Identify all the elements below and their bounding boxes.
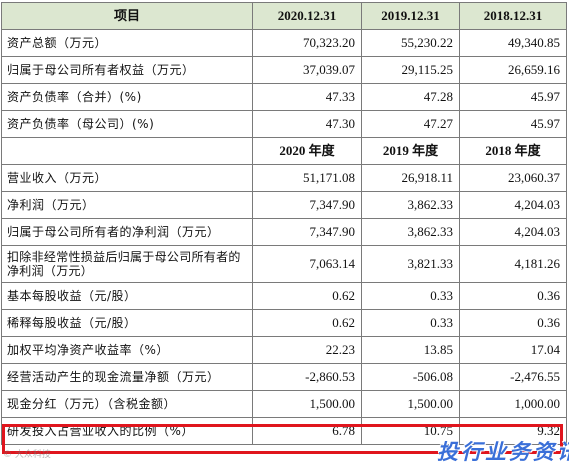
row-label: 经营活动产生的现金流量净额（万元）: [1, 363, 253, 391]
value-2019: 0.33: [361, 282, 460, 310]
value-2020: 7,347.90: [252, 191, 362, 219]
value-2020: 7,347.90: [252, 218, 362, 246]
value-2019: 26,918.11: [361, 164, 460, 192]
value-2018: 26,659.16: [459, 56, 567, 84]
value-2020: 47.30: [252, 110, 362, 138]
table-row: 加权平均净资产收益率（%） 22.23 13.85 17.04: [1, 336, 567, 364]
value-2018: 4,204.03: [459, 191, 567, 219]
table-row: 归属于母公司所有者的净利润（万元） 7,347.90 3,862.33 4,20…: [1, 218, 567, 246]
value-2020: -2,860.53: [252, 363, 362, 391]
value-2019: 47.28: [361, 83, 460, 111]
table-row: 现金分红（万元）（含税金额） 1,500.00 1,500.00 1,000.0…: [1, 390, 567, 418]
row-label: 营业收入（万元）: [1, 164, 253, 192]
header-2019: 2019.12.31: [361, 2, 460, 30]
row-label: 资产负债率（合并）(%): [1, 83, 253, 111]
value-2019: 0.33: [361, 309, 460, 337]
value-2019: 3,821.33: [361, 245, 460, 283]
row-label: 净利润（万元）: [1, 191, 253, 219]
row-label: 扣除非经常性损益后归属于母公司所有者的净利润（万元）: [1, 245, 253, 283]
value-2018: 17.04: [459, 336, 567, 364]
header-item: 项目: [1, 2, 253, 30]
row-label: 稀释每股收益（元/股）: [1, 309, 253, 337]
row-label: 归属于母公司所有者权益（万元）: [1, 56, 253, 84]
value-2018: 45.97: [459, 110, 567, 138]
subheader-2018: 2018 年度: [459, 137, 567, 165]
row-label: 归属于母公司所有者的净利润（万元）: [1, 218, 253, 246]
value-2020: 70,323.20: [252, 29, 362, 57]
table-subheader-row: 2020 年度 2019 年度 2018 年度: [1, 137, 567, 165]
subheader-2020: 2020 年度: [252, 137, 362, 165]
value-2018: 4,204.03: [459, 218, 567, 246]
value-2019: 3,862.33: [361, 218, 460, 246]
value-2020: 7,063.14: [252, 245, 362, 283]
subheader-2019: 2019 年度: [361, 137, 460, 165]
header-2018: 2018.12.31: [459, 2, 567, 30]
table-row: 资产负债率（母公司）(%) 47.30 47.27 45.97: [1, 110, 567, 138]
row-label: 现金分红（万元）（含税金额）: [1, 390, 253, 418]
table-row: 净利润（万元） 7,347.90 3,862.33 4,204.03: [1, 191, 567, 219]
value-2018: 9.32: [459, 417, 567, 445]
value-2020: 0.62: [252, 282, 362, 310]
value-2019: -506.08: [361, 363, 460, 391]
table-row: 基本每股收益（元/股） 0.62 0.33 0.36: [1, 282, 567, 310]
value-2020: 22.23: [252, 336, 362, 364]
table-row: 稀释每股收益（元/股） 0.62 0.33 0.36: [1, 309, 567, 337]
value-2018: 4,181.26: [459, 245, 567, 283]
table-row: 经营活动产生的现金流量净额（万元） -2,860.53 -506.08 -2,4…: [1, 363, 567, 391]
table-row: 归属于母公司所有者权益（万元） 37,039.07 29,115.25 26,6…: [1, 56, 567, 84]
row-label: 加权平均净资产收益率（%）: [1, 336, 253, 364]
row-label: 资产总额（万元）: [1, 29, 253, 57]
header-2020: 2020.12.31: [252, 2, 362, 30]
value-2020: 0.62: [252, 309, 362, 337]
value-2019: 47.27: [361, 110, 460, 138]
value-2020: 1,500.00: [252, 390, 362, 418]
value-2018: 49,340.85: [459, 29, 567, 57]
table-row: 资产总额（万元） 70,323.20 55,230.22 49,340.85: [1, 29, 567, 57]
value-2019: 13.85: [361, 336, 460, 364]
row-label: 基本每股收益（元/股）: [1, 282, 253, 310]
watermark-logo: © 大众科技: [3, 450, 51, 460]
row-label: 资产负债率（母公司）(%): [1, 110, 253, 138]
value-2020: 6.78: [252, 417, 362, 445]
value-2018: -2,476.55: [459, 363, 567, 391]
value-2018: 23,060.37: [459, 164, 567, 192]
value-2019: 1,500.00: [361, 390, 460, 418]
value-2020: 51,171.08: [252, 164, 362, 192]
value-2018: 1,000.00: [459, 390, 567, 418]
value-2020: 37,039.07: [252, 56, 362, 84]
financial-summary-table: 项目 2020.12.31 2019.12.31 2018.12.31 资产总额…: [1, 2, 567, 445]
watermark-text: 投行业务资讯: [437, 440, 569, 464]
value-2019: 55,230.22: [361, 29, 460, 57]
row-label: 研发投入占营业收入的比例（%）: [1, 417, 253, 445]
highlighted-row-rd-ratio: 研发投入占营业收入的比例（%） 6.78 10.75 9.32: [1, 417, 567, 445]
value-2018: 0.36: [459, 282, 567, 310]
value-2019: 3,862.33: [361, 191, 460, 219]
subheader-blank: [1, 137, 253, 165]
table-row: 营业收入（万元） 51,171.08 26,918.11 23,060.37: [1, 164, 567, 192]
table-row: 资产负债率（合并）(%) 47.33 47.28 45.97: [1, 83, 567, 111]
value-2019: 29,115.25: [361, 56, 460, 84]
value-2018: 0.36: [459, 309, 567, 337]
value-2020: 47.33: [252, 83, 362, 111]
table-header-row: 项目 2020.12.31 2019.12.31 2018.12.31: [1, 2, 567, 30]
table-row: 扣除非经常性损益后归属于母公司所有者的净利润（万元） 7,063.14 3,82…: [1, 245, 567, 283]
value-2018: 45.97: [459, 83, 567, 111]
